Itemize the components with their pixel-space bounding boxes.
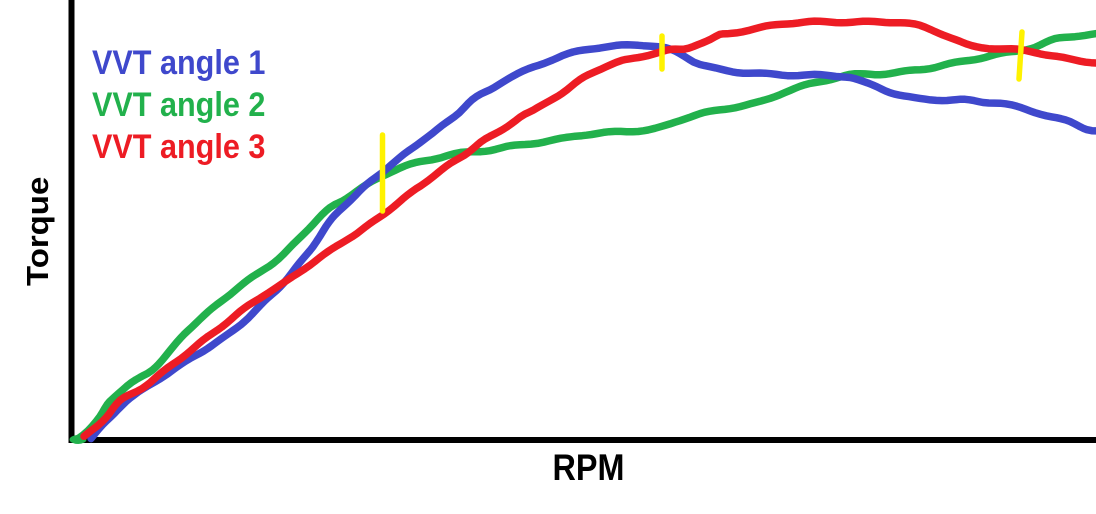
svg-text:Torque: Torque bbox=[20, 177, 55, 286]
svg-text:VVT angle 2: VVT angle 2 bbox=[92, 86, 265, 124]
svg-text:VVT angle 1: VVT angle 1 bbox=[92, 44, 265, 82]
svg-text:VVT angle 3: VVT angle 3 bbox=[92, 128, 265, 166]
svg-text:RPM: RPM bbox=[553, 448, 625, 488]
